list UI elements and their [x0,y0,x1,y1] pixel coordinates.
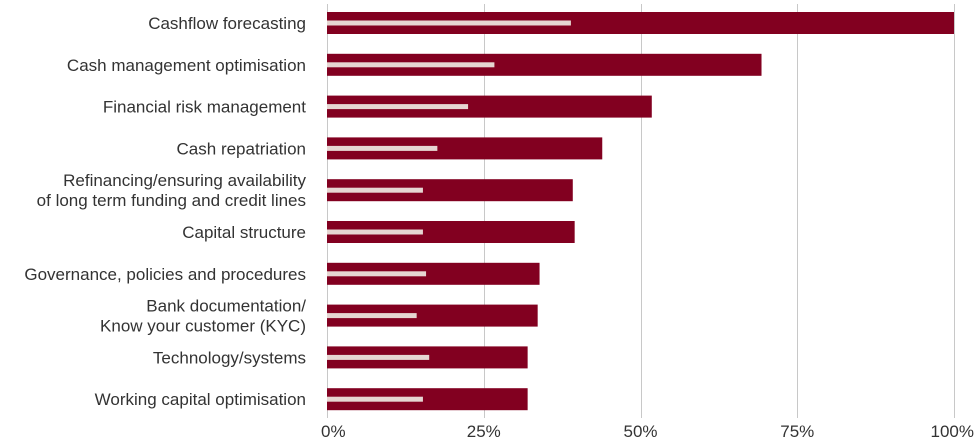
category-label: Capital structure [182,223,306,242]
bars [327,12,954,411]
x-tick-label: 75% [780,422,814,440]
bar-inner [327,145,438,151]
bar-inner [327,20,571,26]
category-label: Governance, policies and procedures [24,265,306,284]
category-label: Working capital optimisation [95,390,306,409]
category-label: Cash management optimisation [67,56,306,75]
x-tick-label: 100% [931,422,974,440]
category-label: Refinancing/ensuring availability of long… [37,171,307,210]
category-labels: Cashflow forecasting Cash management opti… [24,14,306,409]
bar-main [327,388,528,411]
bar-inner [327,187,423,193]
category-label: Cash repatriation [177,139,306,158]
bar-inner [327,104,469,110]
bar-inner [327,354,430,360]
category-label: Cashflow forecasting [148,14,306,33]
category-label: Bank documentation/Know your customer (K… [100,297,306,336]
x-tick-label: 50% [623,422,657,440]
bar-main [327,304,538,327]
bar-inner [327,229,423,235]
category-label: Technology/systems [153,348,306,367]
bar-main [327,53,762,76]
x-tick-label: 0% [321,422,346,440]
bar-main [327,137,603,160]
bar-inner [327,396,423,402]
x-tick-label: 25% [467,422,501,440]
bar-main [327,221,575,243]
bar-inner [327,313,417,319]
bar-main [327,95,652,118]
bar-inner [327,271,427,277]
bar-inner [327,62,495,68]
bar-main [327,179,573,202]
bar-main [327,262,540,285]
category-label: Financial risk management [103,98,306,117]
x-axis-ticks: 0% 25% 50% 75% 100% [321,422,974,440]
bar-main [327,12,954,34]
